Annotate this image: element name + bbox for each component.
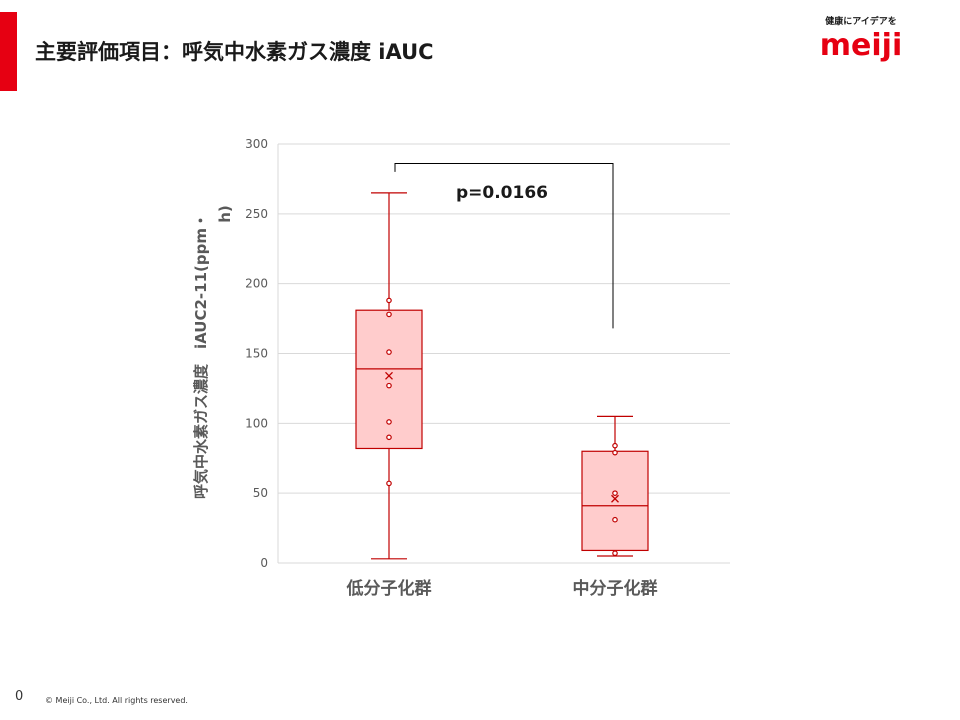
mean-marker xyxy=(611,494,619,503)
accent-bar xyxy=(0,12,17,91)
data-point xyxy=(386,311,392,318)
significance-bracket xyxy=(394,163,614,329)
y-tick-label: 300 xyxy=(245,137,268,151)
logo-wordmark: meiji xyxy=(819,28,903,63)
data-point xyxy=(386,480,392,487)
y-tick-label: 0 xyxy=(260,556,268,570)
data-point xyxy=(612,442,618,449)
p-value-label: p=0.0166 xyxy=(456,183,548,203)
data-point xyxy=(612,449,618,456)
data-point xyxy=(612,550,618,557)
data-point xyxy=(386,382,392,389)
mean-marker xyxy=(385,371,393,380)
x-category-label: 中分子化群 xyxy=(573,578,658,599)
data-point xyxy=(386,349,392,355)
data-point xyxy=(386,419,392,425)
data-point xyxy=(612,490,618,496)
y-tick-label: 250 xyxy=(245,207,268,221)
box-iqr xyxy=(581,450,649,552)
y-tick-label: 150 xyxy=(245,347,268,361)
meiji-logo: 健康にアイデアを meiji xyxy=(806,14,916,63)
x-category-label: 低分子化群 xyxy=(346,578,432,599)
y-tick-label: 200 xyxy=(245,277,268,291)
y-tick-label: 100 xyxy=(245,416,268,430)
page-number: 0 xyxy=(15,689,24,704)
y-axis-title-line: 呼気中水素ガス濃度 iAUC2-11(ppm・ xyxy=(192,213,210,499)
data-point xyxy=(386,297,392,304)
copyright-notice: © Meiji Co., Ltd. All rights reserved. xyxy=(45,696,188,705)
y-axis-title-line: h) xyxy=(216,205,234,223)
box-iqr xyxy=(355,309,423,450)
data-point xyxy=(386,434,392,441)
y-tick-label: 50 xyxy=(253,486,268,500)
data-point xyxy=(612,516,618,523)
logo-tagline: 健康にアイデアを xyxy=(825,17,897,27)
slide-title: 主要評価項目：呼気中水素ガス濃度 iAUC xyxy=(35,40,434,64)
